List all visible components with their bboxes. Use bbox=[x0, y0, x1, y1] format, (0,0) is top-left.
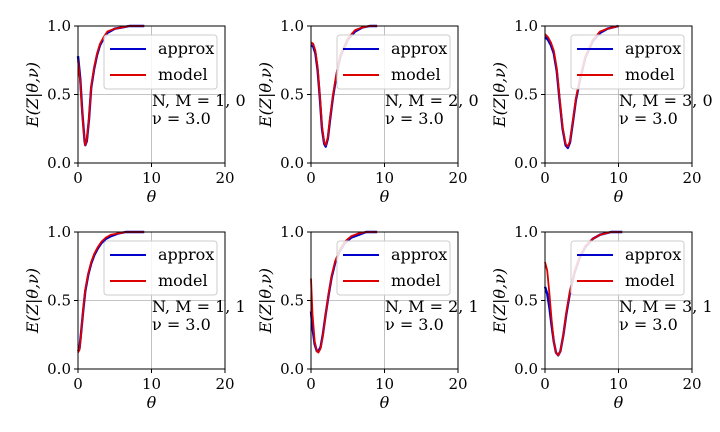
annotation-text: N, M = 1, 0 bbox=[152, 91, 246, 110]
legend-label-approx: approx bbox=[158, 245, 214, 264]
y-axis-label: E(Z|θ,ν) bbox=[23, 268, 42, 334]
x-axis-label: θ bbox=[380, 393, 390, 412]
y-tick-label: 1.0 bbox=[47, 223, 71, 241]
x-tick-label: 20 bbox=[682, 169, 701, 187]
y-tick-label: 0.0 bbox=[514, 360, 538, 378]
y-tick-label: 1.0 bbox=[514, 223, 538, 241]
series-line-model bbox=[544, 231, 623, 357]
annotation-text: N, M = 3, 0 bbox=[619, 91, 713, 110]
x-axis-label: θ bbox=[614, 393, 624, 412]
legend-label-model: model bbox=[391, 65, 441, 84]
x-tick-label: 10 bbox=[375, 375, 394, 393]
x-tick-label: 20 bbox=[215, 169, 234, 187]
y-axis-label: E(Z|θ,ν) bbox=[23, 62, 42, 128]
y-tick-label: 0.0 bbox=[47, 154, 71, 172]
x-tick-label: 0 bbox=[73, 375, 83, 393]
y-tick-label: 0.5 bbox=[47, 292, 71, 310]
subplot-6: 0 10 20 0.0 0.5 1.0 θ E(Z|θ,ν) approx model N, M =… bbox=[490, 223, 713, 412]
subplot-5: 0 10 20 0.0 0.5 1.0 θ E(Z|θ,ν) approx model N, M =… bbox=[256, 223, 479, 412]
x-tick-label: 20 bbox=[448, 375, 467, 393]
annotation-text: N, M = 2, 1 bbox=[385, 297, 479, 316]
x-tick-label: 20 bbox=[215, 375, 234, 393]
x-tick-label: 10 bbox=[609, 169, 628, 187]
x-tick-label: 0 bbox=[306, 375, 316, 393]
subplot-3: 0 10 20 0.0 0.5 1.0 θ E(Z|θ,ν) approx model N, M =… bbox=[490, 17, 713, 206]
annotation-text: N, M = 2, 0 bbox=[385, 91, 479, 110]
y-tick-label: 0.5 bbox=[47, 86, 71, 104]
legend: approx model bbox=[103, 240, 218, 296]
legend-label-approx: approx bbox=[625, 39, 681, 58]
y-tick-label: 1.0 bbox=[280, 223, 304, 241]
x-tick-label: 10 bbox=[375, 169, 394, 187]
x-tick-label: 0 bbox=[540, 375, 550, 393]
series-line-model bbox=[310, 231, 378, 354]
legend-label-model: model bbox=[158, 271, 208, 290]
x-axis-label: θ bbox=[147, 393, 157, 412]
x-tick-label: 0 bbox=[306, 169, 316, 187]
y-tick-label: 0.0 bbox=[514, 154, 538, 172]
x-tick-label: 0 bbox=[540, 169, 550, 187]
annotation-text: ν = 3.0 bbox=[619, 315, 678, 334]
y-tick-label: 0.5 bbox=[514, 86, 538, 104]
annotation-text: N, M = 3, 1 bbox=[619, 297, 713, 316]
legend-label-model: model bbox=[391, 271, 441, 290]
y-tick-label: 0.0 bbox=[47, 360, 71, 378]
y-tick-label: 1.0 bbox=[47, 17, 71, 35]
legend-label-approx: approx bbox=[158, 39, 214, 58]
x-tick-label: 10 bbox=[609, 375, 628, 393]
y-axis-label: E(Z|θ,ν) bbox=[490, 268, 509, 334]
annotation-text: N, M = 1, 1 bbox=[152, 297, 246, 316]
y-tick-label: 1.0 bbox=[514, 17, 538, 35]
legend-label-approx: approx bbox=[391, 245, 447, 264]
legend: approx model bbox=[570, 240, 685, 296]
y-tick-label: 0.5 bbox=[280, 292, 304, 310]
annotation-text: ν = 3.0 bbox=[152, 109, 211, 128]
y-axis-label: E(Z|θ,ν) bbox=[256, 268, 275, 334]
series-line-model bbox=[77, 25, 145, 147]
annotation-text: ν = 3.0 bbox=[385, 315, 444, 334]
x-axis-label: θ bbox=[380, 187, 390, 206]
annotation-text: ν = 3.0 bbox=[152, 315, 211, 334]
y-axis-label: E(Z|θ,ν) bbox=[490, 62, 509, 128]
x-tick-label: 0 bbox=[73, 169, 83, 187]
legend-label-model: model bbox=[158, 65, 208, 84]
annotation-text: ν = 3.0 bbox=[619, 109, 678, 128]
series-line-model bbox=[77, 231, 145, 354]
legend-label-approx: approx bbox=[391, 39, 447, 58]
x-tick-label: 10 bbox=[142, 169, 161, 187]
legend-label-approx: approx bbox=[625, 245, 681, 264]
subplot-4: 0 10 20 0.0 0.5 1.0 θ E(Z|θ,ν) approx model N, M =… bbox=[23, 223, 246, 412]
y-tick-label: 0.0 bbox=[280, 360, 304, 378]
x-axis-label: θ bbox=[147, 187, 157, 206]
series-line-model bbox=[310, 25, 378, 147]
y-tick-label: 0.0 bbox=[280, 154, 304, 172]
x-axis-label: θ bbox=[614, 187, 624, 206]
legend: approx model bbox=[336, 34, 451, 90]
x-tick-label: 20 bbox=[448, 169, 467, 187]
legend: approx model bbox=[336, 240, 451, 296]
x-tick-label: 10 bbox=[142, 375, 161, 393]
subplot-1: 0 10 20 0.0 0.5 1.0 θ E(Z|θ,ν) approx model N, M =… bbox=[23, 17, 246, 206]
x-tick-label: 20 bbox=[682, 375, 701, 393]
y-tick-label: 1.0 bbox=[280, 17, 304, 35]
annotation-text: ν = 3.0 bbox=[385, 109, 444, 128]
legend: approx model bbox=[103, 34, 218, 90]
legend-label-model: model bbox=[625, 65, 675, 84]
y-tick-label: 0.5 bbox=[280, 86, 304, 104]
legend: approx model bbox=[570, 34, 685, 90]
subplot-2: 0 10 20 0.0 0.5 1.0 θ E(Z|θ,ν) approx model N, M =… bbox=[256, 17, 479, 206]
y-tick-label: 0.5 bbox=[514, 292, 538, 310]
legend-label-model: model bbox=[625, 271, 675, 290]
y-axis-label: E(Z|θ,ν) bbox=[256, 62, 275, 128]
